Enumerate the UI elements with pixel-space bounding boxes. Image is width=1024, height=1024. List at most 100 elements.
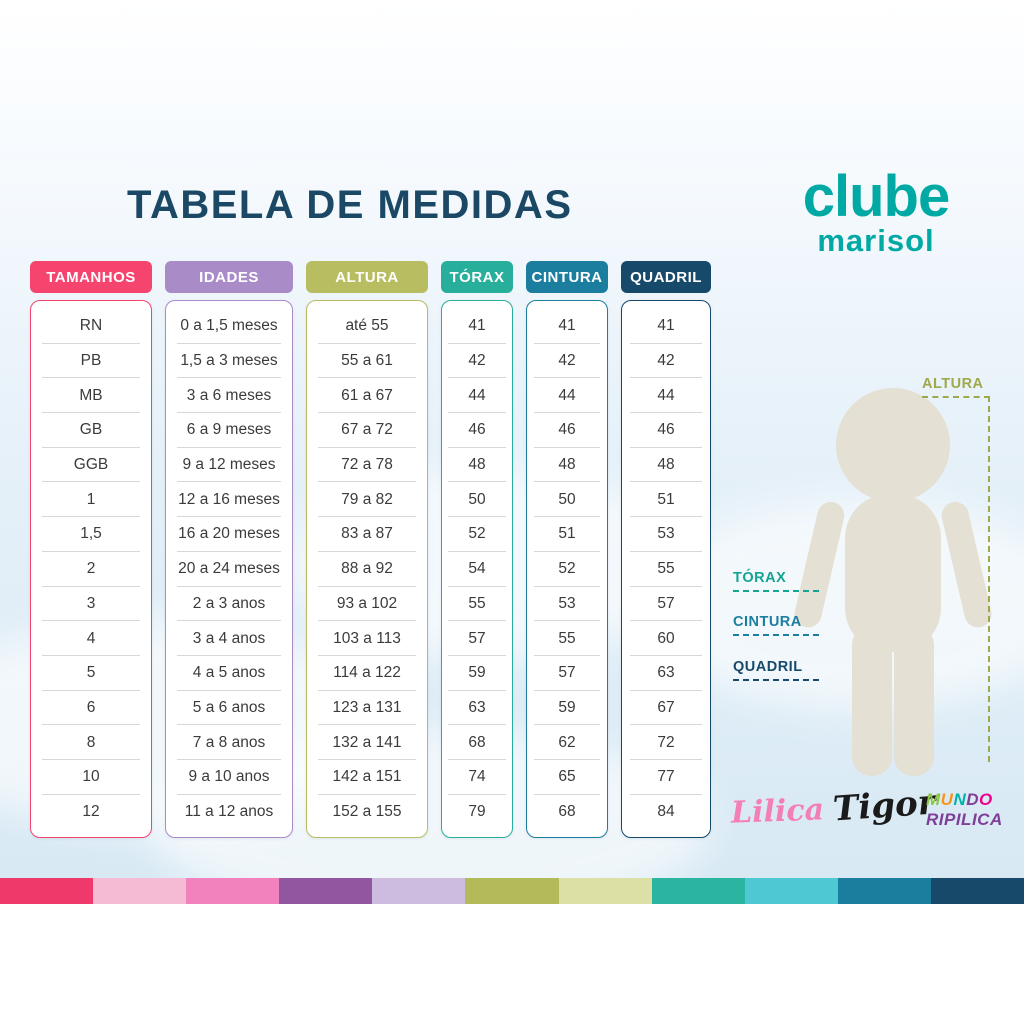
cell-cintura: 48 [527, 448, 607, 483]
mundo-text: MUNDO [926, 790, 993, 809]
cell-cintura: 46 [527, 413, 607, 448]
strip-segment [837, 878, 931, 904]
cell-idades: 3 a 6 meses [166, 378, 292, 413]
cell-quadril: 77 [622, 760, 710, 795]
altura-dashed-line [922, 396, 990, 398]
cell-quadril: 63 [622, 656, 710, 691]
cell-altura: 83 a 87 [307, 517, 427, 552]
cell-altura: 88 a 92 [307, 552, 427, 587]
strip-segment [372, 878, 466, 904]
cell-torax: 52 [442, 517, 512, 552]
cell-altura: 61 a 67 [307, 378, 427, 413]
cell-tamanhos: 4 [31, 621, 151, 656]
cell-tamanhos: 1 [31, 482, 151, 517]
cell-quadril: 44 [622, 378, 710, 413]
cell-cintura: 41 [527, 309, 607, 344]
cell-altura: 123 a 131 [307, 691, 427, 726]
altura-vertical-dashed-line [988, 396, 990, 762]
cell-cintura: 55 [527, 621, 607, 656]
cell-idades: 5 a 6 anos [166, 691, 292, 726]
cell-altura: 79 a 82 [307, 482, 427, 517]
cell-torax: 46 [442, 413, 512, 448]
strip-segment [186, 878, 280, 904]
clube-marisol-logo: clube marisol [770, 168, 982, 259]
cell-quadril: 48 [622, 448, 710, 483]
cell-quadril: 46 [622, 413, 710, 448]
column-body-quadril: 41 42 44 46 48 51 53 55 57 60 63 67 72 77 84 [621, 300, 711, 839]
cell-quadril: 67 [622, 691, 710, 726]
cell-torax: 44 [442, 378, 512, 413]
strip-segment [279, 878, 373, 904]
logo-clube-text: clube [802, 164, 951, 229]
torax-measure-callout: TÓRAX [733, 570, 819, 592]
cell-idades: 2 a 3 anos [166, 587, 292, 622]
cell-idades: 1,5 a 3 meses [166, 344, 292, 379]
strip-segment [0, 878, 94, 904]
cell-quadril: 60 [622, 621, 710, 656]
cell-altura: 72 a 78 [307, 448, 427, 483]
cell-tamanhos: 6 [31, 691, 151, 726]
child-body-silhouette [794, 388, 992, 776]
cell-tamanhos: GGB [31, 448, 151, 483]
column-body-cintura: 41 42 44 46 48 50 51 52 53 55 57 59 62 65 68 [526, 300, 608, 839]
cell-cintura: 42 [527, 344, 607, 379]
cintura-dashed-line [733, 634, 819, 636]
cell-altura: 152 a 155 [332, 802, 402, 820]
column-tamanhos: TAMANHOS RN PB MB GB GGB 1 1,5 2 3 4 5 6 8 10 12 [30, 261, 152, 839]
strip-segment [558, 878, 652, 904]
mundo-ripilica-brand-logo: MUNDO RIPILICA [926, 790, 1003, 831]
cell-cintura: 65 [527, 760, 607, 795]
cell-altura: 55 a 61 [307, 344, 427, 379]
column-header-cintura: CINTURA [526, 261, 608, 293]
column-idades: IDADES 0 a 1,5 meses 1,5 a 3 meses 3 a 6 me… [165, 261, 293, 839]
ripilica-text: RIPILICA [926, 810, 1003, 830]
cell-torax: 63 [442, 691, 512, 726]
cell-altura: 114 a 122 [307, 656, 427, 691]
cell-torax: 79 [468, 802, 486, 820]
cell-idades: 3 a 4 anos [166, 621, 292, 656]
cell-tamanhos: GB [31, 413, 151, 448]
cell-quadril: 41 [622, 309, 710, 344]
cell-quadril: 51 [622, 482, 710, 517]
quadril-dashed-line [733, 679, 819, 681]
column-header-quadril: QUADRIL [621, 261, 711, 293]
column-body-altura: até 55 55 a 61 61 a 67 67 a 72 72 a 78 79 a 8… [306, 300, 428, 839]
column-header-torax: TÓRAX [441, 261, 513, 293]
cell-idades: 6 a 9 meses [166, 413, 292, 448]
cell-torax: 74 [442, 760, 512, 795]
cell-tamanhos: PB [31, 344, 151, 379]
column-torax: TÓRAX 41 42 44 46 48 50 52 54 55 57 59 63 68 74 79 [441, 261, 513, 839]
torax-dashed-line [733, 590, 819, 592]
altura-measure-callout: ALTURA [922, 376, 990, 398]
cell-cintura: 52 [527, 552, 607, 587]
cell-torax: 48 [442, 448, 512, 483]
cell-quadril: 55 [622, 552, 710, 587]
cell-idades: 4 a 5 anos [166, 656, 292, 691]
quadril-measure-label: QUADRIL [733, 659, 803, 675]
column-cintura: CINTURA 41 42 44 46 48 50 51 52 53 55 57 59 62 65 68 [526, 261, 608, 839]
cell-altura: 93 a 102 [307, 587, 427, 622]
cell-idades: 20 a 24 meses [166, 552, 292, 587]
column-quadril: QUADRIL 41 42 44 46 48 51 53 55 57 60 63 67 72 77 84 [621, 261, 711, 839]
cell-altura: 67 a 72 [307, 413, 427, 448]
cell-torax: 59 [442, 656, 512, 691]
cell-idades: 9 a 12 meses [166, 448, 292, 483]
column-header-idades: IDADES [165, 261, 293, 293]
cell-tamanhos: 1,5 [31, 517, 151, 552]
cell-quadril: 53 [622, 517, 710, 552]
tigor-brand-logo: Tigor [831, 782, 937, 830]
cell-idades: 12 a 16 meses [166, 482, 292, 517]
cell-tamanhos: 3 [31, 587, 151, 622]
column-header-altura: ALTURA [306, 261, 428, 293]
cell-idades: 0 a 1,5 meses [166, 309, 292, 344]
cell-altura: até 55 [307, 309, 427, 344]
cintura-measure-label: CINTURA [733, 614, 802, 630]
cell-quadril: 72 [622, 725, 710, 760]
cell-idades: 11 a 12 anos [184, 802, 274, 820]
cell-quadril: 57 [622, 587, 710, 622]
cell-cintura: 62 [527, 725, 607, 760]
cell-torax: 57 [442, 621, 512, 656]
cell-torax: 50 [442, 482, 512, 517]
column-header-tamanhos: TAMANHOS [30, 261, 152, 293]
